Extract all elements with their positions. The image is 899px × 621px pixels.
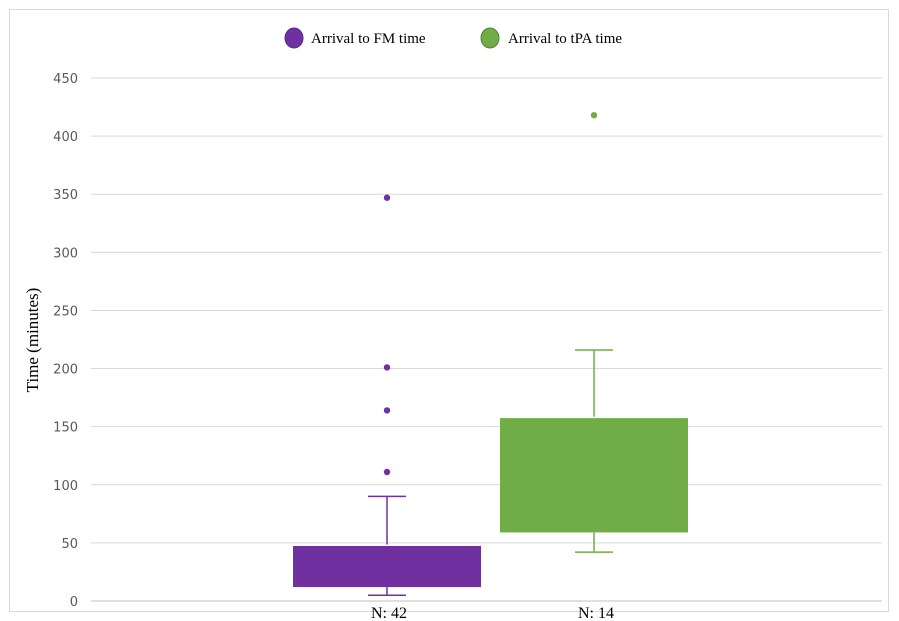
- y-tick-label: 350: [53, 188, 78, 203]
- y-tick-label: 0: [70, 595, 78, 610]
- legend-label: Arrival to FM time: [311, 31, 426, 47]
- category-label: N: 14: [578, 605, 614, 621]
- iqr-box: [293, 545, 481, 588]
- y-axis-ticks: 0 50 100 150 200 250 300 350 400 450: [53, 72, 78, 610]
- legend-marker: [284, 27, 304, 49]
- y-axis-label: Time (minutes): [23, 288, 42, 393]
- legend-item: Arrival to tPA time: [480, 27, 622, 49]
- iqr-box: [500, 417, 688, 533]
- category-label: N: 42: [371, 605, 407, 621]
- y-tick-label: 100: [53, 479, 78, 494]
- y-tick-label: 200: [53, 363, 78, 378]
- outlier-point: [590, 111, 598, 119]
- outlier-point: [383, 364, 391, 371]
- box-2: [500, 111, 688, 553]
- legend-label: Arrival to tPA time: [508, 31, 622, 47]
- box-1: [293, 194, 481, 596]
- legend-item: Arrival to FM time: [284, 27, 426, 49]
- gridlines: [91, 77, 882, 602]
- outlier-point: [383, 194, 391, 201]
- y-tick-label: 50: [61, 537, 78, 552]
- y-tick-label: 300: [53, 246, 78, 261]
- outlier-point: [383, 468, 391, 476]
- outlier-point: [383, 407, 391, 414]
- category-labels: N: 42 N: 14: [371, 605, 614, 621]
- legend-marker: [480, 27, 500, 49]
- y-tick-label: 450: [53, 72, 78, 87]
- y-tick-label: 150: [53, 421, 78, 436]
- y-tick-label: 250: [53, 304, 78, 319]
- legend: Arrival to FM time Arrival to tPA time: [284, 27, 622, 49]
- box-series: [293, 111, 688, 596]
- y-tick-label: 400: [53, 130, 78, 145]
